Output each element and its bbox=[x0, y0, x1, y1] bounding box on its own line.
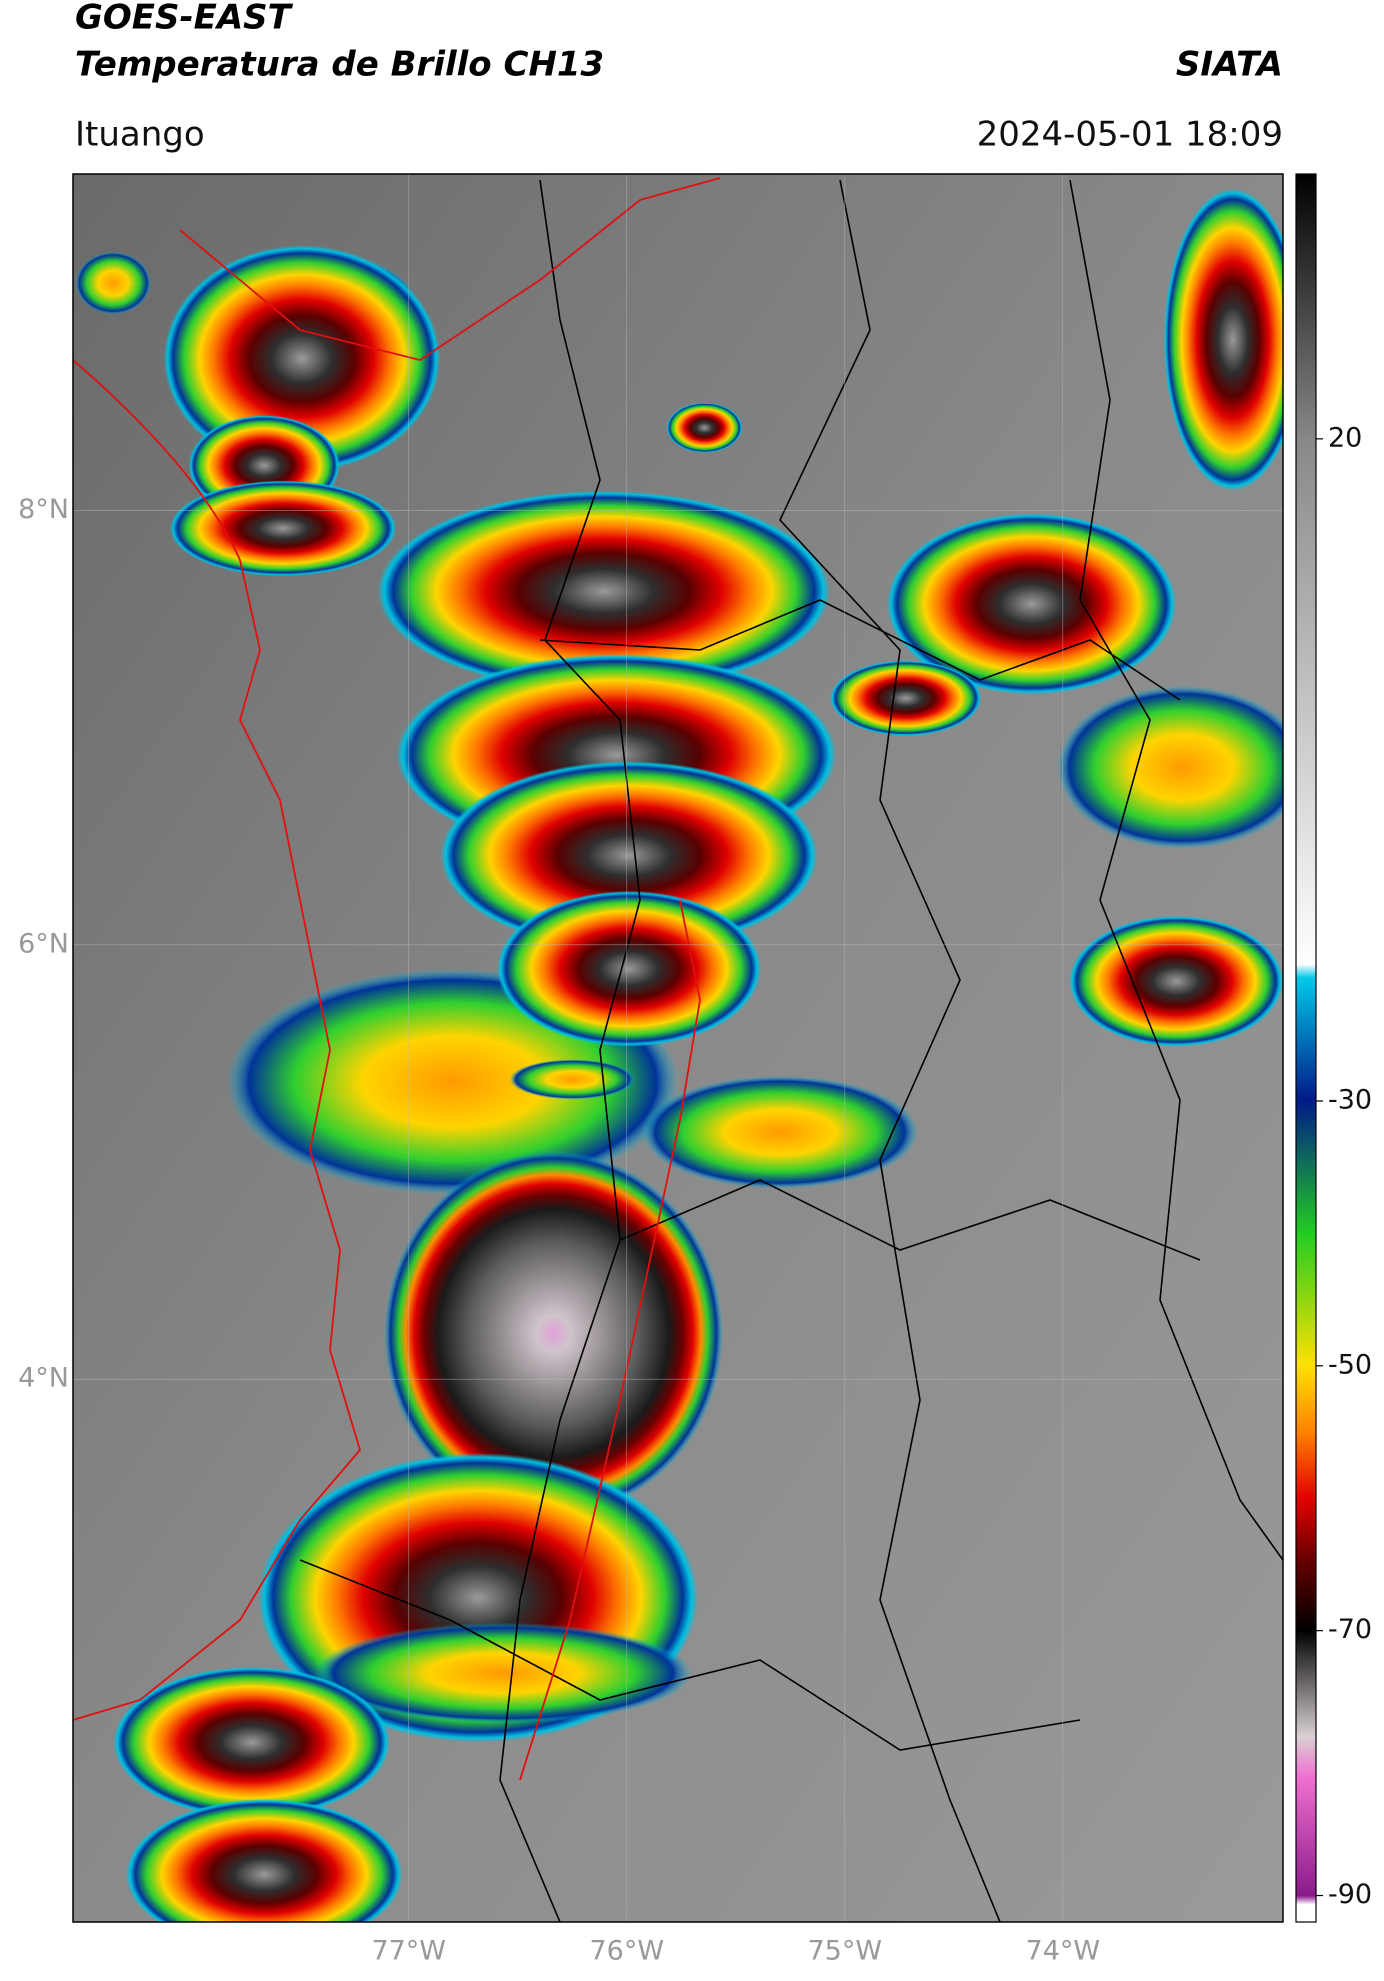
cloud-top bbox=[113, 1666, 390, 1818]
colorbar-tick-label: -90 bbox=[1328, 1879, 1372, 1910]
title: GOES-EAST bbox=[75, 0, 294, 38]
borders bbox=[299, 179, 1283, 1922]
datetime: 2024-05-01 18:09 bbox=[977, 115, 1283, 155]
cloud-top bbox=[496, 890, 762, 1047]
cloud-top bbox=[1056, 685, 1283, 850]
cloud-top bbox=[1321, 868, 1384, 1044]
map-frame bbox=[72, 173, 1284, 1923]
y-tick-label: 4°N bbox=[18, 1363, 69, 1394]
cloud-top bbox=[666, 402, 743, 453]
y-tick-label: 6°N bbox=[18, 928, 69, 959]
grid bbox=[73, 174, 1283, 1922]
border bbox=[299, 1559, 1081, 1751]
coastline bbox=[73, 177, 721, 1781]
cloud-top bbox=[125, 1798, 403, 1922]
border bbox=[539, 599, 1181, 701]
colorbar bbox=[1295, 173, 1317, 1923]
coast bbox=[519, 899, 701, 1781]
border bbox=[619, 1179, 1201, 1261]
cloud-top bbox=[169, 480, 397, 577]
y-tick-label: 8°N bbox=[18, 494, 69, 525]
border bbox=[499, 179, 641, 1922]
x-tick-label: 74°W bbox=[1026, 1936, 1101, 1967]
cloud-top bbox=[830, 660, 982, 736]
cloud-top bbox=[75, 251, 151, 315]
cloud-top bbox=[377, 490, 831, 692]
cloud-top bbox=[440, 761, 818, 950]
subtitle: Temperatura de Brillo CH13 bbox=[75, 45, 604, 85]
cloud-top bbox=[163, 245, 441, 472]
colorbar-tick-label: 20 bbox=[1328, 422, 1362, 453]
cloud-top bbox=[383, 1151, 724, 1516]
cloud-top bbox=[641, 1075, 919, 1189]
cloud-top bbox=[1163, 188, 1283, 491]
cloud-top bbox=[1069, 915, 1283, 1047]
coast bbox=[73, 359, 362, 1721]
border bbox=[779, 179, 1001, 1922]
coast bbox=[179, 177, 721, 361]
x-tick-label: 75°W bbox=[808, 1936, 883, 1967]
colorbar-tick-label: -30 bbox=[1328, 1084, 1372, 1115]
map-area bbox=[73, 174, 1384, 1922]
source: SIATA bbox=[1176, 45, 1283, 85]
cloud-top bbox=[509, 1059, 636, 1100]
location: Ituango bbox=[75, 115, 205, 155]
x-tick-label: 76°W bbox=[589, 1936, 664, 1967]
colorbar-tick-label: -50 bbox=[1328, 1349, 1372, 1380]
colorbar-tick-label: -70 bbox=[1328, 1614, 1372, 1645]
border bbox=[1069, 179, 1283, 1561]
x-tick-label: 77°W bbox=[371, 1936, 446, 1967]
